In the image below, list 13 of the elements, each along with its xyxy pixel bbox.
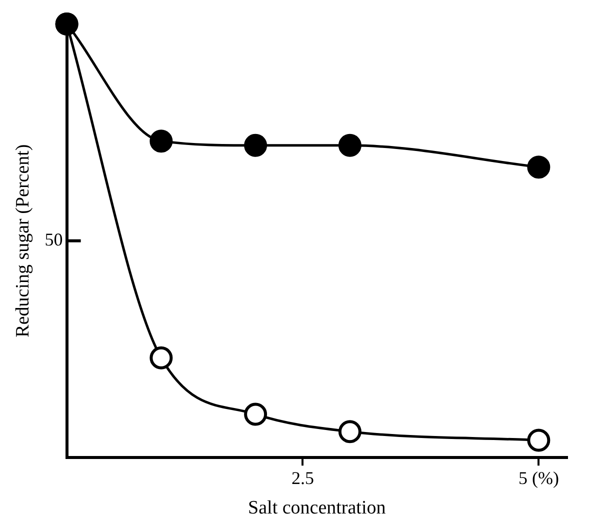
point <box>338 420 362 444</box>
text: 50 <box>44 230 63 250</box>
point <box>338 134 362 157</box>
point <box>150 130 173 153</box>
point <box>244 402 268 426</box>
x-tick-label: 5 (%) <box>518 468 559 488</box>
point <box>150 346 173 370</box>
point <box>527 428 550 452</box>
x-tick-label: 2.5 <box>291 468 314 488</box>
point <box>527 156 550 179</box>
point <box>244 134 268 157</box>
y-axis-title: Reducing sugar (Percent) <box>12 144 34 338</box>
x-axis-title: Salt concentration <box>248 498 386 519</box>
